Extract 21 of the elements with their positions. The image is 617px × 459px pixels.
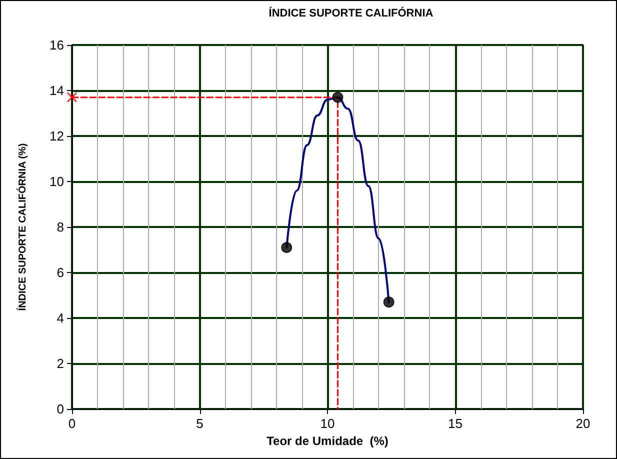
x-axis-title: Teor de Umidade (%): [266, 434, 388, 448]
x-tick-label: 10: [320, 416, 335, 431]
y-tick-label: 4: [56, 310, 64, 326]
x-tick-label: 20: [576, 416, 590, 431]
y-tick-label: 14: [50, 83, 64, 98]
y-tick-label: 12: [50, 128, 64, 144]
y-tick-label: 2: [56, 356, 64, 371]
point: [383, 296, 394, 308]
y-tick-label: 10: [50, 174, 64, 189]
x-tick-label: 5: [196, 416, 204, 431]
point: [66, 92, 78, 103]
y-tick-label: 8: [56, 220, 64, 234]
y-tick-label: 16: [50, 38, 64, 52]
x-tick-label: 0: [68, 416, 76, 431]
point: [281, 242, 292, 253]
x-tick-label: 15: [448, 416, 462, 431]
point: [332, 92, 344, 103]
y-axis-title: ÍNDICE SUPORTE CALIFÓRNIA (%): [16, 143, 28, 311]
y-tick-label: 0: [56, 402, 64, 416]
y-tick-label: 6: [56, 265, 64, 280]
chart-title: ÍNDICE SUPORTE CALIFÓRNIA: [268, 6, 434, 20]
